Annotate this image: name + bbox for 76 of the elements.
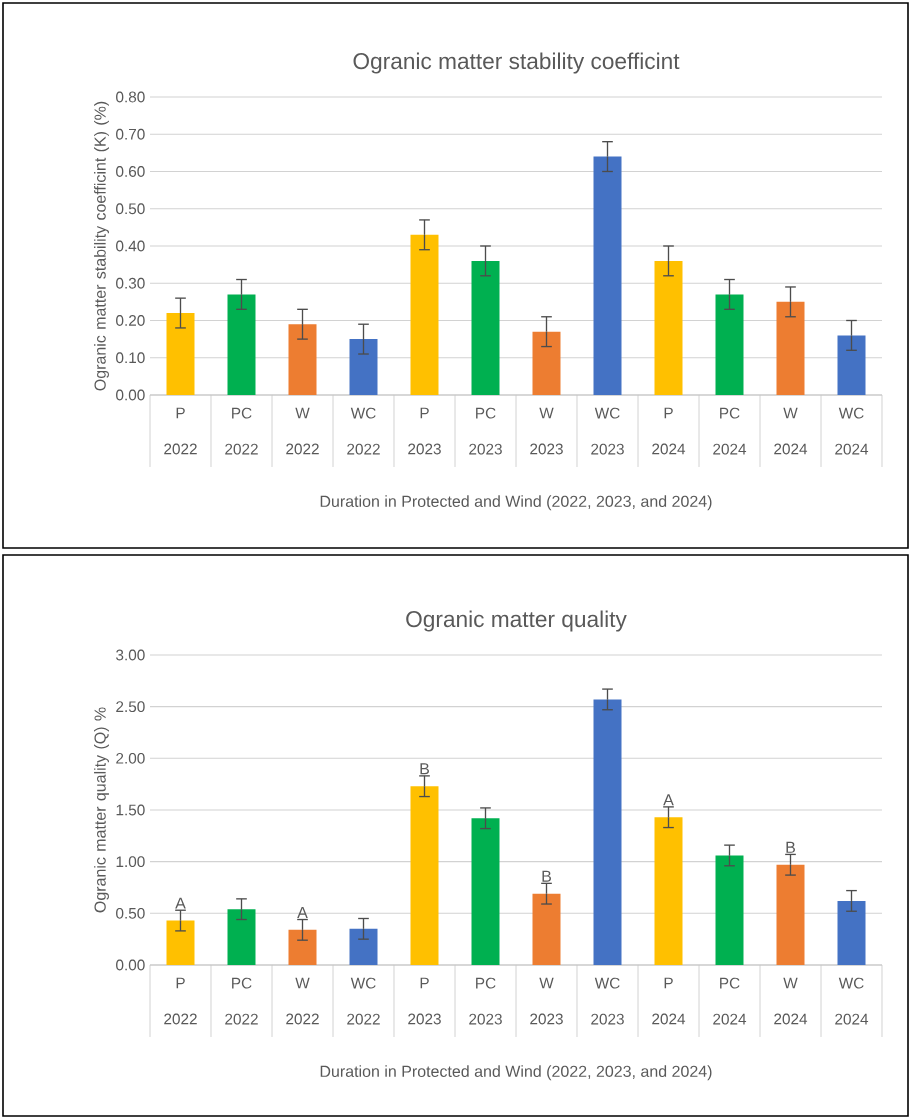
category-label: P 2023: [408, 407, 441, 455]
category-label: WC 2022: [347, 407, 380, 455]
bar: [593, 156, 622, 395]
y-tick-label: 2.00: [116, 752, 145, 764]
bar: [837, 900, 866, 965]
annotation: A: [175, 897, 186, 909]
category-label: W 2022: [286, 977, 319, 1025]
bar: [654, 817, 683, 965]
chart-title: Ogranic matter quality: [406, 610, 627, 632]
y-tick-label: 0.00: [116, 389, 145, 401]
bar: [471, 260, 500, 395]
category-label: P 2022: [164, 407, 197, 455]
category-label: WC 2023: [591, 977, 624, 1025]
category-label: WC 2024: [835, 407, 869, 455]
y-tick-label: 0.60: [116, 166, 145, 177]
category-label: WC 2024: [835, 977, 869, 1025]
annotation: A: [663, 794, 674, 806]
category-label: WC 2022: [347, 977, 380, 1025]
category-label: PC 2022: [225, 977, 258, 1025]
bar: [532, 893, 561, 965]
category-label: W 2024: [774, 407, 808, 455]
y-tick-label: 0.50: [116, 907, 145, 919]
bar: [776, 301, 805, 395]
bar: [593, 699, 622, 965]
x-axis-title: Duration in Protected and Wind (2022, 2023, and 2024): [320, 1065, 712, 1081]
bar: [349, 928, 378, 965]
y-axis-title: Ogranic matter stability coefficint (K) (%): [94, 101, 109, 391]
category-label: W 2023: [530, 977, 563, 1025]
category-label: P 2024: [652, 407, 686, 455]
annotation: B: [786, 841, 795, 853]
y-tick-label: 0.20: [116, 315, 145, 326]
category-label: PC 2023: [469, 977, 502, 1025]
bar: [227, 294, 256, 395]
bar: [715, 855, 744, 965]
bar: [532, 331, 561, 395]
bar: [288, 324, 317, 395]
category-label: PC 2022: [225, 407, 258, 455]
chart-title: Ogranic matter stability coefficint: [353, 52, 680, 74]
category-label: W 2023: [530, 407, 563, 455]
bar: [715, 294, 744, 395]
bar: [654, 260, 683, 395]
category-label: WC 2023: [591, 407, 624, 455]
category-label: P 2024: [652, 977, 686, 1025]
bar: [471, 818, 500, 965]
y-tick-label: 1.50: [116, 804, 145, 816]
annotation: B: [420, 763, 429, 775]
category-label: P 2023: [408, 977, 441, 1025]
y-tick-label: 0.00: [116, 959, 145, 971]
y-tick-label: 1.00: [116, 856, 145, 868]
bar: [410, 786, 439, 965]
y-tick-label: 0.10: [116, 352, 145, 364]
bar: [410, 234, 439, 395]
bar: [776, 864, 805, 965]
y-axis-title: Ogranic matter quality (Q) %: [94, 707, 109, 913]
category-label: PC 2024: [713, 977, 747, 1025]
bar: [349, 339, 378, 395]
bar: [227, 909, 256, 965]
y-tick-label: 0.80: [116, 91, 145, 103]
y-tick-label: 3.00: [116, 649, 145, 661]
bar: [837, 335, 866, 395]
y-tick-label: 2.50: [116, 701, 145, 713]
category-label: P 2022: [164, 977, 197, 1025]
y-tick-label: 0.50: [116, 203, 145, 215]
bar: [288, 929, 317, 965]
category-label: W 2024: [774, 977, 808, 1025]
annotation: A: [297, 906, 308, 918]
bar: [166, 313, 195, 395]
bar: [166, 920, 195, 965]
category-label: PC 2024: [713, 407, 747, 455]
y-tick-label: 0.30: [116, 277, 145, 289]
y-tick-label: 0.40: [116, 240, 145, 252]
category-label: W 2022: [286, 407, 319, 455]
category-label: PC 2023: [469, 407, 502, 455]
x-axis-title: Duration in Protected and Wind (2022, 2023, and 2024): [320, 495, 712, 511]
y-tick-label: 0.70: [116, 128, 145, 140]
annotation: B: [542, 870, 551, 882]
